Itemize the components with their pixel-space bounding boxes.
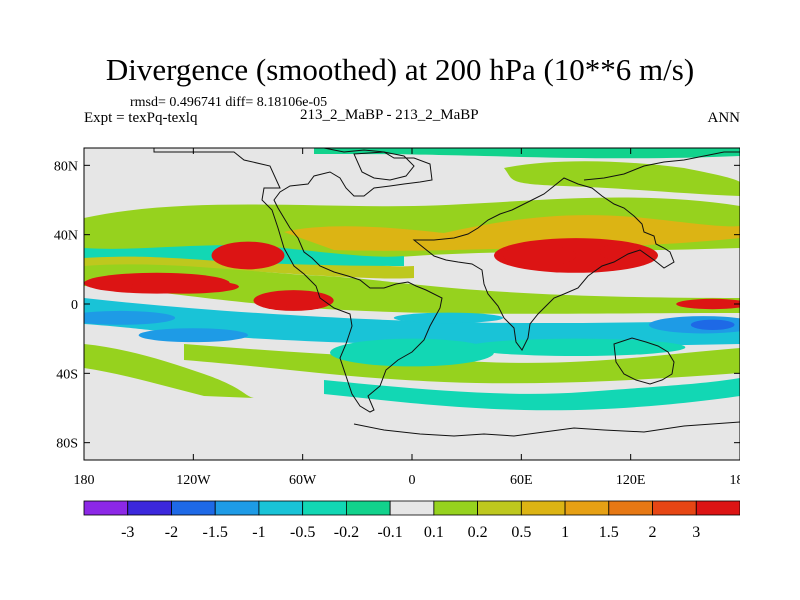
band-cyan-10s [84, 298, 740, 347]
contour-blob-17 [393, 312, 504, 324]
coast-australia [613, 337, 675, 385]
colorbar-swatch [652, 500, 697, 516]
band-green-north [314, 148, 740, 159]
colorbar-swatch [564, 500, 610, 516]
colorbar-label: 0.5 [511, 524, 531, 541]
colorbar-label: -2 [165, 524, 178, 541]
colorbar-label: 0.2 [468, 524, 488, 541]
coast-siberia [583, 151, 740, 181]
colorbar-swatch [608, 500, 653, 516]
case-label: 213_2_MaBP - 213_2_MaBP [300, 107, 479, 123]
coast-north-america [153, 148, 443, 413]
x-tick-label: 60E [510, 473, 533, 484]
colorbar-swatch [258, 500, 304, 516]
rmsd-diff-stats: rmsd= 0.496741 diff= 8.18106e-05 [130, 95, 328, 110]
colorbar-label: 0.1 [424, 524, 444, 541]
colorbar-label: 1.5 [599, 524, 619, 541]
y-tick-label: 40S [56, 367, 78, 382]
colorbar-swatch [171, 500, 216, 516]
contour-blob-12 [503, 245, 576, 266]
map-field [84, 148, 740, 460]
y-tick-label: 80N [54, 159, 78, 174]
x-tick-label: 60W [289, 473, 317, 484]
colorbar-label: 3 [692, 524, 700, 541]
y-axis: 80N 40N 0 40S 80S [54, 159, 740, 452]
contour-blob-14 [211, 241, 285, 270]
band-green-ne-patch [504, 161, 740, 196]
colorbar-label: 2 [649, 524, 657, 541]
colorbar-swatch [345, 500, 391, 516]
colorbar-label: -1 [252, 524, 265, 541]
coast-antarctica [353, 421, 740, 437]
colorbar-swatch [214, 500, 260, 516]
colorbar-swatch [83, 500, 129, 516]
colorbar-swatch [477, 500, 522, 516]
colorbar-label: -0.2 [334, 524, 359, 541]
season-label: ANN [707, 110, 741, 126]
contour-blob-4 [286, 298, 309, 306]
colorbar-swatch [389, 500, 435, 516]
colorbar-label: -1.5 [203, 524, 228, 541]
contour-blob-13 [599, 243, 644, 261]
colorbar-swatch [302, 500, 347, 516]
band-green-eq [84, 264, 740, 314]
contour-blob-5 [84, 310, 176, 325]
y-tick-label: 40N [54, 229, 78, 244]
colorbar-label: -3 [121, 524, 134, 541]
coast-eurasia [412, 177, 675, 351]
divergence-map: 80N 40N 0 40S 80S 180 120W 60W 0 60E 120E 180 [54, 147, 741, 484]
x-tick-label: 180 [730, 473, 741, 484]
contour-blob-6 [138, 328, 248, 343]
colorbar: -3 -2 -1.5 -1 -0.5 -0.2 -0.1 0.1 0.2 0.5 1 1.5 2 3 [83, 500, 740, 541]
contour-blob-10 [703, 300, 733, 308]
band-green-30s [184, 344, 740, 384]
contour-blob-8 [690, 319, 735, 330]
colorbar-swatch [433, 500, 479, 516]
coastlines [153, 148, 740, 437]
x-tick-label: 120W [176, 473, 211, 484]
y-tick-label: 80S [56, 437, 78, 452]
band-cyan-50s [324, 378, 740, 411]
colorbar-swatch [127, 500, 172, 516]
x-axis: 180 120W 60W 0 60E 120E 180 [74, 148, 741, 484]
x-tick-label: 0 [409, 473, 416, 484]
y-tick-label: 0 [71, 298, 78, 313]
x-tick-label: 120E [616, 473, 646, 484]
contour-blob-1 [129, 279, 239, 294]
experiment-label: Expt = texPq-texlq [84, 110, 198, 126]
colorbar-swatch [695, 500, 740, 516]
chart-title: Divergence (smoothed) at 200 hPa (10**6 … [105, 52, 695, 87]
colorbar-label: 1 [561, 524, 569, 541]
contour-blob-16 [466, 338, 686, 356]
colorbar-label: -0.1 [377, 524, 402, 541]
coast-greenland [353, 151, 415, 181]
x-tick-label: 180 [74, 473, 95, 484]
colorbar-label: -0.5 [290, 524, 315, 541]
band-green-sw [84, 344, 254, 398]
colorbar-swatch [520, 500, 566, 516]
